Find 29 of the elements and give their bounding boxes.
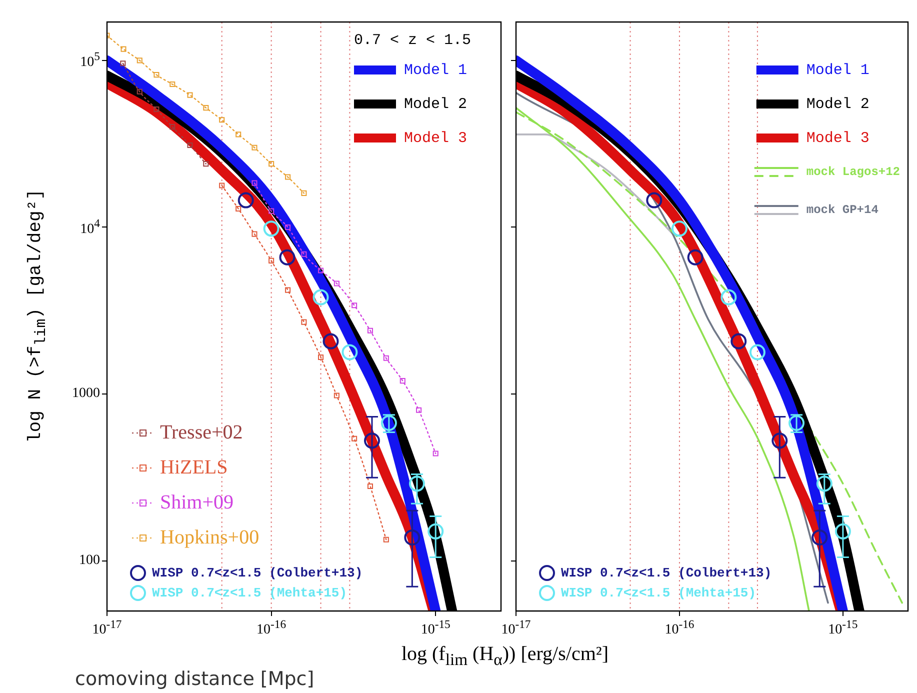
- legend-label: WISP 0.7<z<1.5 (Mehta+15): [152, 585, 348, 600]
- y-tick-label: 100: [79, 552, 100, 569]
- legend-label: Model 1: [404, 62, 468, 79]
- legend-label: WISP 0.7<z<1.5 (Colbert+13): [561, 565, 772, 580]
- legend-label: Model 3: [806, 130, 870, 147]
- legend-label: Model 3: [404, 130, 468, 147]
- legend-label: HiZELS: [160, 456, 228, 478]
- legend-label: mock Lagos+12: [806, 165, 900, 180]
- x-tick-label: 10$^{-16}$: [256, 617, 286, 639]
- legend-label: Model 2: [404, 96, 468, 113]
- x-tick-label: 10$^{-15}$: [420, 617, 450, 639]
- y-tick-label: 10$^{4}$: [80, 216, 100, 238]
- x-tick-label: 10$^{-17}$: [92, 617, 122, 639]
- text: comoving distance [Mpc]: [75, 668, 314, 690]
- x-tick-label: 10$^{-15}$: [828, 617, 858, 639]
- x-axis-title: log (f$_{lim}$ (H$_{α}$)) [erg/s/cm²]: [401, 643, 609, 670]
- y-tick-label: 1000: [72, 386, 100, 402]
- legend-label: WISP 0.7<z<1.5 (Colbert+13): [152, 565, 363, 580]
- y-tick-label: 10$^{5}$: [80, 50, 100, 72]
- legend-label: mock GP+14: [806, 203, 878, 218]
- x-tick-label: 10$^{-16}$: [664, 617, 694, 639]
- legend-label: Tresse+02: [160, 421, 243, 444]
- legend-label: Shim+09: [160, 491, 234, 514]
- legend-title: 0.7 < z < 1.5: [354, 32, 472, 49]
- x-tick-label: 10$^{-17}$: [501, 617, 531, 639]
- legend-label: Hopkins+00: [160, 526, 260, 548]
- legend-label: Model 1: [806, 62, 870, 79]
- legend-label: WISP 0.7<z<1.5 (Mehta+15): [561, 585, 756, 600]
- legend-label: Model 2: [806, 96, 870, 113]
